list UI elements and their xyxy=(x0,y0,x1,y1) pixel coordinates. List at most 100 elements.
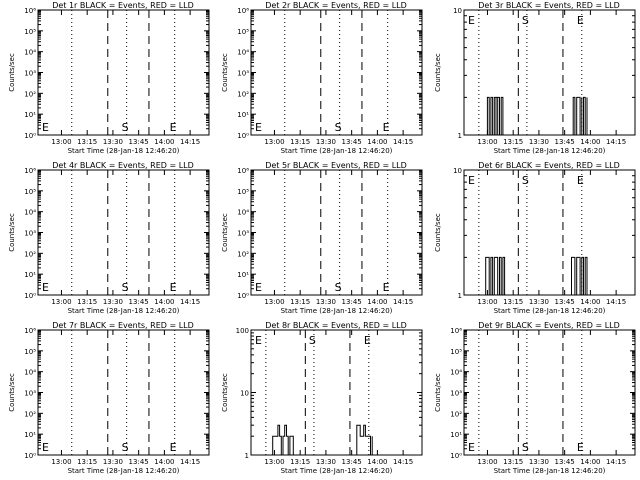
x-tick-label: 14:15 xyxy=(180,298,200,306)
y-tick-label: 10² xyxy=(450,410,462,418)
y-axis-label: Counts/sec xyxy=(221,373,229,412)
x-tick-label: 13:30 xyxy=(103,298,123,306)
panel-title: Det 5r BLACK = Events, RED = LLD xyxy=(265,161,407,170)
y-tick-label: 10⁰ xyxy=(24,292,36,300)
start-marker-label: S xyxy=(122,441,129,454)
y-tick-label: 10 xyxy=(240,390,249,398)
x-tick-label: 13:00 xyxy=(51,298,71,306)
x-tick-label: 14:00 xyxy=(580,458,600,466)
panel-title: Det 2r BLACK = Events, RED = LLD xyxy=(265,1,407,10)
x-tick-label: 13:30 xyxy=(103,458,123,466)
y-axis-label: Counts/sec xyxy=(221,213,229,252)
x-tick-label: 13:30 xyxy=(529,138,549,146)
end-marker-label: E xyxy=(255,121,262,134)
x-axis-label: Start Time (28-Jan-18 12:46:20) xyxy=(281,307,393,315)
x-tick-label: 13:00 xyxy=(264,138,284,146)
end-marker-label: E xyxy=(42,441,49,454)
y-tick-label: 10⁴ xyxy=(237,49,249,57)
x-tick-label: 14:00 xyxy=(580,298,600,306)
panel-title: Det 3r BLACK = Events, RED = LLD xyxy=(478,1,620,10)
start-marker-label: S xyxy=(522,441,529,454)
events-series-line xyxy=(272,424,373,456)
x-tick-label: 13:45 xyxy=(129,458,149,466)
start-marker-label: S xyxy=(522,174,529,187)
y-tick-label: 10⁴ xyxy=(24,49,36,57)
x-tick-label: 13:45 xyxy=(129,298,149,306)
x-tick-label: 13:45 xyxy=(555,458,575,466)
y-axis-label: Counts/sec xyxy=(434,373,442,412)
x-axis-label: Start Time (28-Jan-18 12:46:20) xyxy=(281,147,393,155)
y-tick-label: 10⁰ xyxy=(237,132,249,140)
plot-frame xyxy=(463,329,636,456)
x-tick-label: 13:00 xyxy=(51,458,71,466)
x-tick-label: 13:00 xyxy=(264,298,284,306)
x-axis-label: Start Time (28-Jan-18 12:46:20) xyxy=(68,147,180,155)
y-tick-label: 10¹ xyxy=(237,271,249,279)
x-tick-label: 13:45 xyxy=(555,138,575,146)
y-tick-label: 10⁴ xyxy=(237,209,249,217)
y-tick-label: 10⁵ xyxy=(450,348,462,356)
y-tick-label: 100 xyxy=(236,327,249,335)
x-tick-label: 14:00 xyxy=(154,458,174,466)
plot-frame xyxy=(250,169,423,296)
panel-title: Det 7r BLACK = Events, RED = LLD xyxy=(52,321,194,330)
y-tick-label: 10⁰ xyxy=(24,452,36,460)
end-marker-label: E xyxy=(468,174,475,187)
x-tick-label: 13:30 xyxy=(316,138,336,146)
end-marker-label: E xyxy=(255,334,262,347)
detector-panel: Det 1r BLACK = Events, RED = LLD E S E 10⁰ 10… xyxy=(8,1,210,155)
start-marker-label: S xyxy=(309,334,316,347)
end-marker-label: E xyxy=(42,121,49,134)
y-tick-label: 10⁰ xyxy=(237,292,249,300)
y-tick-label: 10⁴ xyxy=(450,369,462,377)
start-marker-label: S xyxy=(335,121,342,134)
end-marker-label: E xyxy=(170,441,177,454)
x-tick-label: 13:30 xyxy=(529,298,549,306)
x-tick-label: 13:00 xyxy=(477,458,497,466)
y-tick-label: 10² xyxy=(24,90,36,98)
y-tick-label: 10⁶ xyxy=(450,327,462,335)
y-tick-label: 10⁶ xyxy=(24,7,36,15)
x-axis-label: Start Time (28-Jan-18 12:46:20) xyxy=(494,467,606,475)
x-tick-label: 13:15 xyxy=(290,138,310,146)
detector-panel: Det 9r BLACK = Events, RED = LLD E S E 10⁰ 10… xyxy=(434,321,636,475)
y-axis-label: Counts/sec xyxy=(8,53,16,92)
x-tick-label: 13:00 xyxy=(477,298,497,306)
x-tick-label: 13:15 xyxy=(503,138,523,146)
x-tick-label: 14:15 xyxy=(606,458,626,466)
y-axis-label: Counts/sec xyxy=(8,373,16,412)
x-axis-label: Start Time (28-Jan-18 12:46:20) xyxy=(494,307,606,315)
x-tick-label: 13:15 xyxy=(503,298,523,306)
y-tick-label: 10⁶ xyxy=(237,167,249,175)
y-axis-label: Counts/sec xyxy=(221,53,229,92)
end-marker-label: E xyxy=(383,281,390,294)
x-tick-label: 13:00 xyxy=(264,458,284,466)
start-marker-label: S xyxy=(122,121,129,134)
x-tick-label: 14:15 xyxy=(180,458,200,466)
y-tick-label: 10² xyxy=(24,410,36,418)
y-tick-label: 10⁵ xyxy=(24,188,36,196)
end-marker-label: E xyxy=(170,281,177,294)
end-marker-label: E xyxy=(364,334,371,347)
events-series-line xyxy=(486,96,588,136)
y-tick-label: 10³ xyxy=(450,390,462,398)
y-tick-label: 10⁰ xyxy=(450,452,462,460)
end-marker-label: E xyxy=(468,441,475,454)
x-tick-label: 14:15 xyxy=(606,138,626,146)
end-marker-label: E xyxy=(42,281,49,294)
y-tick-label: 10¹ xyxy=(24,111,36,119)
y-axis-label: Counts/sec xyxy=(434,53,442,92)
end-marker-label: E xyxy=(383,121,390,134)
x-tick-label: 13:00 xyxy=(51,138,71,146)
x-tick-label: 13:00 xyxy=(477,138,497,146)
y-tick-label: 10³ xyxy=(24,230,36,238)
y-tick-label: 10³ xyxy=(237,230,249,238)
end-marker-label: E xyxy=(170,121,177,134)
x-tick-label: 13:30 xyxy=(316,298,336,306)
detector-panel: Det 2r BLACK = Events, RED = LLD E S E 10⁰ 10… xyxy=(221,1,423,155)
x-tick-label: 14:00 xyxy=(580,138,600,146)
x-axis-label: Start Time (28-Jan-18 12:46:20) xyxy=(68,307,180,315)
start-marker-label: S xyxy=(122,281,129,294)
